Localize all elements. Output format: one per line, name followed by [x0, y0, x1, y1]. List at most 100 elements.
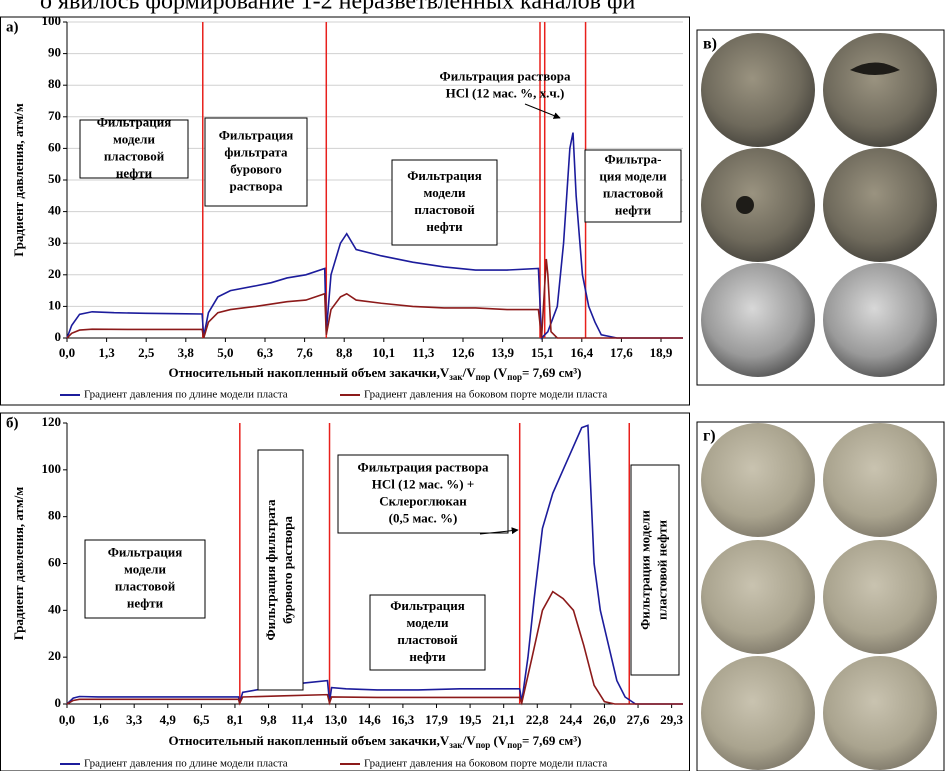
annotation-text: модели	[124, 561, 166, 576]
legend-label: Градиент давления на боковом порте модел…	[364, 758, 607, 770]
x-axis-title-part: = 7,69 см³)	[522, 733, 582, 748]
page: {"header_text": "о явилось формирование …	[0, 0, 946, 771]
x-tick-label: 1,3	[98, 345, 115, 360]
annotation-text: пластовой	[115, 578, 176, 593]
x-axis-title-part: (V	[490, 733, 508, 748]
panel-label: в)	[703, 36, 717, 53]
annotation-text: фильтрата	[224, 144, 288, 159]
annotation-text: нефти	[116, 165, 153, 180]
x-tick-label: 1,6	[92, 712, 109, 727]
y-tick-label: 70	[48, 108, 61, 123]
annotation-text: модели	[113, 131, 155, 146]
y-tick-label: 10	[48, 297, 61, 312]
y-tick-label: 120	[42, 414, 62, 429]
y-tick-label: 80	[48, 76, 61, 91]
x-tick-label: 3,8	[178, 345, 195, 360]
x-axis-title-part: зак	[449, 372, 463, 382]
x-tick-label: 7,6	[296, 345, 313, 360]
y-tick-label: 40	[48, 601, 61, 616]
annotation-text: Фильтрация	[407, 168, 482, 183]
y-axis-title: Градиент давления, атм/м	[11, 103, 26, 257]
annotation-text: Фильтрация	[390, 598, 465, 613]
annotation-text: Фильтрация	[108, 544, 183, 559]
y-tick-label: 100	[42, 461, 62, 476]
x-tick-label: 0,0	[59, 345, 75, 360]
annotation-text: бурового раствора	[280, 516, 295, 624]
header-text: о явилось формирование 1-2 неразветвленн…	[40, 0, 636, 15]
annotation-text: нефти	[426, 219, 463, 234]
annotation-text: Фильтра-	[605, 151, 662, 166]
annotation-text: ция модели	[599, 168, 667, 183]
y-tick-label: 90	[48, 45, 61, 60]
x-tick-label: 5,0	[217, 345, 233, 360]
annotation-text: пластовой	[414, 202, 475, 217]
x-axis-title-part: пор	[476, 372, 491, 382]
x-tick-label: 19,5	[459, 712, 482, 727]
x-axis-title-part: Относительный накопленный объем закачки,…	[169, 733, 450, 748]
x-tick-label: 27,6	[627, 712, 650, 727]
x-axis-title-part: Относительный накопленный объем закачки,…	[169, 365, 450, 380]
x-tick-label: 17,6	[610, 345, 633, 360]
annotation-text: Фильтрация	[219, 127, 294, 142]
y-tick-label: 60	[48, 554, 61, 569]
x-tick-label: 11,4	[291, 712, 314, 727]
x-tick-label: 22,8	[526, 712, 549, 727]
x-tick-label: 14,6	[358, 712, 381, 727]
y-axis-title: Градиент давления, атм/м	[11, 487, 26, 641]
panel-label: б)	[6, 415, 19, 431]
photo-panel: в)	[697, 30, 944, 385]
legend-label: Градиент давления по длине модели пласта	[84, 389, 288, 401]
x-tick-label: 24,4	[559, 712, 582, 727]
annotation-text: пластовой	[104, 148, 165, 163]
annotation-text: раствора	[229, 178, 283, 193]
annotation-text: пластовой	[397, 632, 458, 647]
x-tick-label: 15,1	[531, 345, 554, 360]
figure: о явилось формирование 1-2 неразветвленн…	[0, 0, 946, 771]
x-tick-label: 3,3	[126, 712, 143, 727]
y-tick-label: 20	[48, 266, 61, 281]
x-tick-label: 6,5	[193, 712, 210, 727]
y-tick-label: 0	[55, 329, 62, 344]
x-tick-label: 2,5	[138, 345, 155, 360]
x-tick-label: 13,0	[324, 712, 347, 727]
y-tick-label: 40	[48, 203, 61, 218]
x-tick-label: 4,9	[160, 712, 177, 727]
x-axis-title-part: пор	[507, 372, 522, 382]
x-tick-label: 0,0	[59, 712, 75, 727]
x-tick-label: 17,9	[425, 712, 448, 727]
x-axis-title-part: /V	[462, 733, 477, 748]
y-tick-label: 20	[48, 648, 61, 663]
annotation-text: HCl (12 мас. %, х.ч.)	[446, 85, 565, 100]
annotation-text: (0,5 мас. %)	[389, 510, 458, 525]
x-axis-title-part: /V	[462, 365, 477, 380]
x-axis-title-part: пор	[476, 740, 491, 750]
x-axis-title-part: (V	[490, 365, 508, 380]
x-tick-label: 6,3	[257, 345, 274, 360]
annotation-text: нефти	[127, 595, 164, 610]
legend-label: Градиент давления по длине модели пласта	[84, 758, 288, 770]
annotation-text: нефти	[615, 202, 652, 217]
annotation-text: Фильтрация раствора	[358, 459, 489, 474]
x-tick-label: 21,1	[492, 712, 515, 727]
chart: 0 20 40 60 80 100 120 0,0 1,6 3,3 4,9 6,5 8,1 9,8 11,4…	[1, 413, 690, 771]
photo-panel: г)	[697, 422, 944, 771]
annotation-text: Склероглюкан	[379, 493, 467, 508]
x-tick-label: 8,8	[336, 345, 353, 360]
y-tick-label: 30	[48, 234, 61, 249]
y-tick-label: 0	[55, 695, 62, 710]
annotation-text: модели	[407, 615, 449, 630]
x-tick-label: 10,1	[372, 345, 395, 360]
x-tick-label: 8,1	[227, 712, 243, 727]
x-tick-label: 9,8	[260, 712, 277, 727]
annotation-text: Фильтрация раствора	[440, 68, 571, 83]
annotation-text: Фильтрация модели	[637, 510, 652, 630]
x-tick-label: 16,4	[570, 345, 593, 360]
annotation-text: пластовой нефти	[654, 520, 669, 620]
y-tick-label: 80	[48, 508, 61, 523]
x-tick-label: 18,9	[650, 345, 673, 360]
annotation-text: Фильтрация фильтрата	[263, 499, 278, 641]
panel-label: а)	[6, 19, 19, 35]
x-tick-label: 12,6	[452, 345, 475, 360]
annotation-text: HCl (12 мас. %) +	[372, 476, 474, 491]
